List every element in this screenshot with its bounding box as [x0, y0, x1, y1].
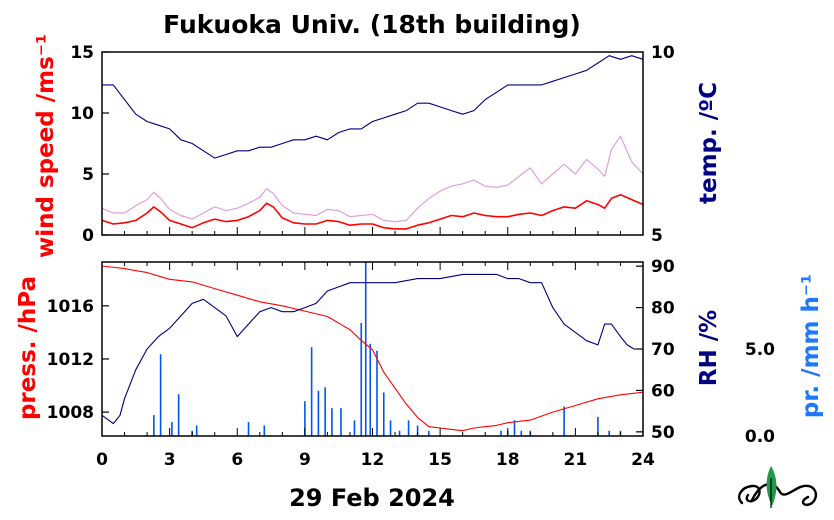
- precipitation-bar: [304, 401, 306, 436]
- press-rh-panel: 1008 1012 1016 50 60 70 80 90 0.0 5.0 0 3 6 9 12 15 1…: [15, 257, 824, 512]
- precipitation-bar: [331, 408, 333, 436]
- precipitation-bar: [340, 408, 342, 436]
- precipitation-bar: [563, 406, 565, 436]
- wind-speed-axis-label: wind speed /ms⁻¹: [33, 34, 59, 258]
- humidity-line: [101, 273, 643, 425]
- wind-temp-ticks: [101, 51, 644, 236]
- precipitation-bar: [597, 416, 599, 436]
- precipitation-bar: [389, 420, 392, 436]
- hour-tick-labels: 0 3 6 9 12 15 18 21 24: [96, 450, 655, 470]
- wind-speed-tick-label: 0: [82, 226, 94, 246]
- precipitation-bar: [513, 420, 516, 436]
- humidity-tick-label: 70: [651, 340, 675, 360]
- pressure-tick-label: 1012: [47, 350, 94, 370]
- precipitation-tick-labels: 0.0 5.0: [745, 340, 775, 447]
- temperature-tick-label: 5: [651, 226, 663, 246]
- humidity-tick-label: 50: [651, 423, 675, 443]
- precipitation-bar: [324, 387, 326, 436]
- precipitation-bar: [353, 420, 356, 436]
- wind-speed-tick-label: 5: [82, 165, 94, 185]
- hour-tick-label: 24: [631, 450, 655, 470]
- precipitation-tick-label: 5.0: [745, 340, 775, 360]
- logo-swash: [738, 482, 818, 507]
- humidity-tick-label: 90: [651, 257, 675, 277]
- precipitation-bar: [428, 430, 430, 436]
- wind-speed-tick-label: 10: [70, 104, 94, 124]
- hour-tick-label: 0: [96, 450, 108, 470]
- date-label: 29 Feb 2024: [289, 484, 455, 512]
- precipitation-bar: [247, 422, 250, 436]
- hour-tick-label: 21: [564, 450, 588, 470]
- temperature-tick-label: 10: [651, 43, 675, 63]
- precipitation-bar: [407, 420, 410, 436]
- wind-speed-tick-labels: 0 5 10 15: [70, 43, 94, 246]
- wind-gust-line: [101, 135, 644, 223]
- hour-tick-label: 6: [231, 450, 243, 470]
- humidity-tick-labels: 50 60 70 80 90: [651, 257, 675, 443]
- precipitation-bar: [608, 430, 610, 436]
- hour-tick-label: 18: [496, 450, 520, 470]
- hour-tick-label: 15: [428, 450, 452, 470]
- pressure-tick-labels: 1008 1012 1016: [47, 297, 94, 423]
- pressure-axis-label: press. /hPa: [15, 276, 41, 420]
- temperature-tick-labels: 5 10: [651, 43, 675, 246]
- temperature-line: [102, 55, 644, 159]
- precipitation-bar: [382, 392, 385, 436]
- press-rh-ticks: [101, 262, 644, 436]
- precipitation-bar: [195, 425, 198, 436]
- precipitation-bar: [416, 425, 419, 436]
- wind-temp-panel: 0 5 10 15 5 10 wind speed /ms⁻¹ temp. /ºC: [33, 34, 722, 258]
- pressure-tick-label: 1008: [47, 403, 94, 423]
- precipitation-bar: [369, 343, 372, 436]
- precipitation-bar: [398, 430, 401, 436]
- press-rh-plot-area: [101, 262, 644, 436]
- precipitation-bar: [364, 262, 367, 436]
- precipitation-bar: [153, 415, 155, 436]
- wind-temp-plot-area: [101, 55, 644, 230]
- wind-speed-line: [101, 193, 644, 230]
- wind-speed-tick-label: 15: [70, 43, 94, 63]
- hour-tick-label: 3: [164, 450, 176, 470]
- precipitation-bar: [317, 390, 320, 436]
- hour-tick-label: 12: [361, 450, 385, 470]
- hour-tick-label: 9: [299, 450, 311, 470]
- precipitation-bar: [360, 322, 363, 436]
- humidity-axis-label: RH /%: [696, 310, 722, 386]
- temperature-axis-label: temp. /ºC: [696, 82, 722, 204]
- precipitation-bar: [520, 430, 523, 436]
- precipitation-axis-label: pr. /mm h⁻¹: [798, 274, 824, 418]
- chart-title: Fukuoka Univ. (18th building): [163, 10, 581, 39]
- precipitation-bar: [177, 394, 180, 436]
- humidity-tick-label: 80: [651, 299, 675, 319]
- precipitation-bar: [171, 422, 173, 436]
- precipitation-bar: [376, 350, 378, 436]
- precipitation-bar: [263, 425, 266, 436]
- precipitation-tick-label: 0.0: [745, 427, 775, 447]
- precipitation-bar: [500, 430, 502, 436]
- humidity-tick-label: 60: [651, 381, 675, 401]
- pressure-tick-label: 1016: [47, 297, 94, 317]
- precipitation-bar: [159, 354, 162, 436]
- pressure-line: [101, 265, 644, 432]
- fukuoka-univ-logo: [738, 466, 818, 508]
- precipitation-bar: [310, 347, 313, 436]
